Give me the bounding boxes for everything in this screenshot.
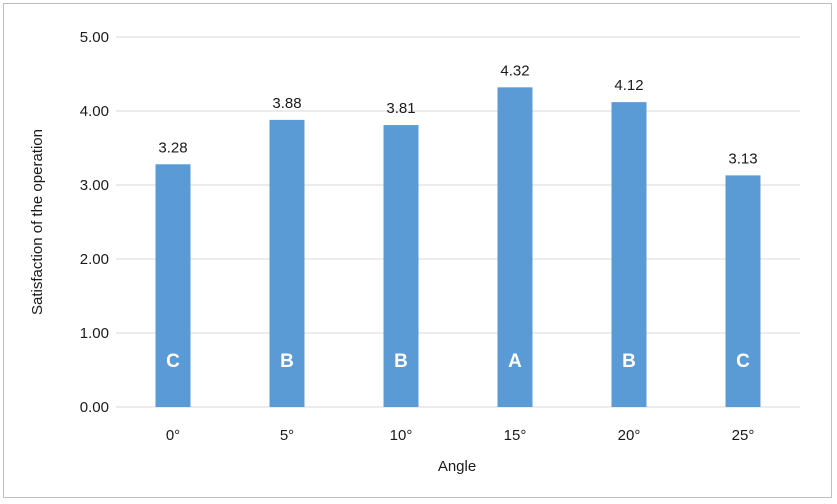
bar-value-label: 3.13 bbox=[728, 150, 757, 167]
bar-group-letter: A bbox=[508, 351, 522, 372]
bar-group-letter: C bbox=[736, 351, 750, 372]
bar bbox=[269, 119, 305, 407]
x-tick-label: 0° bbox=[166, 427, 180, 444]
bar-group-letter: C bbox=[166, 351, 180, 372]
bar bbox=[497, 87, 533, 407]
bar-value-label: 3.28 bbox=[158, 139, 187, 156]
y-tick-label: 2.00 bbox=[80, 251, 109, 268]
bar-value-label: 3.88 bbox=[272, 95, 301, 112]
bar-value-label: 4.32 bbox=[500, 62, 529, 79]
y-tick-label: 3.00 bbox=[80, 177, 109, 194]
bar-group-letter: B bbox=[280, 351, 294, 372]
y-tick-label: 1.00 bbox=[80, 325, 109, 342]
x-tick-label: 15° bbox=[504, 427, 527, 444]
x-axis-tick-labels: 0° 5° 10° 15° 20° 25° bbox=[166, 427, 755, 444]
bar bbox=[155, 164, 191, 407]
bar-value-label: 3.81 bbox=[386, 100, 415, 117]
x-axis-title: Angle bbox=[438, 458, 476, 475]
gridlines bbox=[116, 36, 800, 408]
bar bbox=[383, 125, 419, 407]
bars: 3.28 C 3.88 B 3.81 B 4.32 A 4.12 B 3.13 C bbox=[155, 62, 761, 408]
x-tick-label: 25° bbox=[732, 427, 755, 444]
y-tick-label: 4.00 bbox=[80, 103, 109, 120]
y-tick-label: 5.00 bbox=[80, 29, 109, 46]
x-tick-label: 5° bbox=[280, 427, 294, 444]
y-axis-title: Satisfaction of the operation bbox=[29, 129, 46, 315]
bar-value-label: 4.12 bbox=[614, 77, 643, 94]
y-tick-label: 0.00 bbox=[80, 399, 109, 416]
bar bbox=[725, 175, 761, 407]
bar-group-letter: B bbox=[622, 351, 636, 372]
y-axis-tick-labels: 0.00 1.00 2.00 3.00 4.00 5.00 bbox=[80, 29, 109, 416]
x-tick-label: 10° bbox=[390, 427, 413, 444]
x-tick-label: 20° bbox=[618, 427, 641, 444]
bar bbox=[611, 102, 647, 408]
bar-group-letter: B bbox=[394, 351, 408, 372]
